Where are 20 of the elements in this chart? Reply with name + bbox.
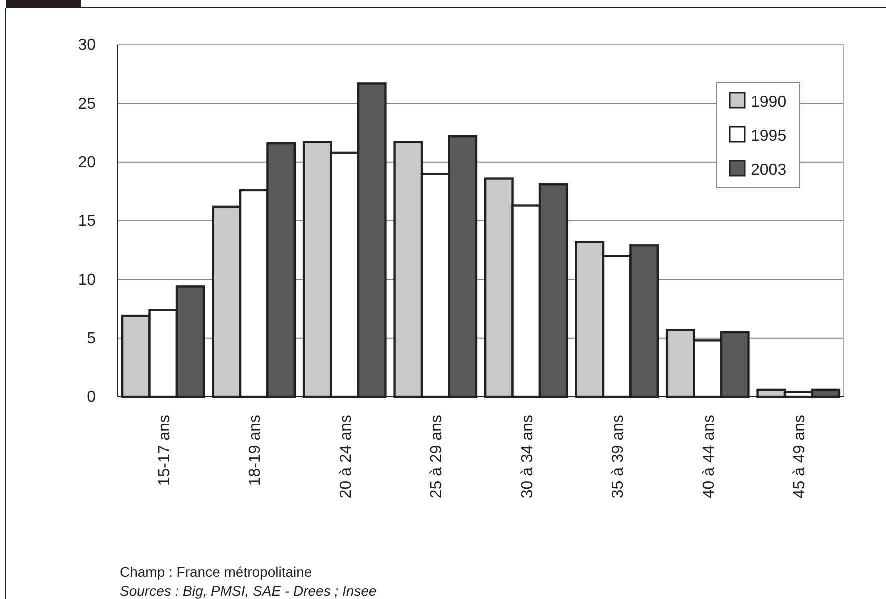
x-tick-label: 35 à 39 ans [610, 415, 628, 499]
legend-label: 1990 [751, 94, 787, 111]
y-tick-label: 30 [78, 37, 96, 54]
x-tick-label: 30 à 34 ans [519, 415, 536, 499]
y-tick-label: 25 [78, 96, 96, 113]
source-note: Sources : Big, PMSI, SAE - Drees ; Insee [120, 583, 377, 599]
x-tick-label: 15-17 ans [156, 415, 174, 486]
y-tick-label: 20 [78, 154, 96, 172]
x-tick-label: 18-19 ans [247, 415, 264, 486]
legend-label: 1995 [751, 128, 787, 145]
x-tick-label: 45 à 49 ans [792, 415, 809, 499]
legend-label: 2003 [751, 162, 787, 179]
y-tick-label: 10 [78, 272, 96, 289]
y-tick-label: 5 [87, 330, 96, 348]
x-tick-label: 20 à 24 ans [338, 415, 355, 499]
y-tick-label: 0 [87, 389, 96, 406]
text: Champ : France métropolitaine [120, 564, 312, 580]
x-tick-label: 40 à 44 ans [700, 415, 718, 499]
x-tick-label: 25 à 29 ans [428, 415, 446, 499]
y-tick-label: 15 [78, 213, 96, 230]
